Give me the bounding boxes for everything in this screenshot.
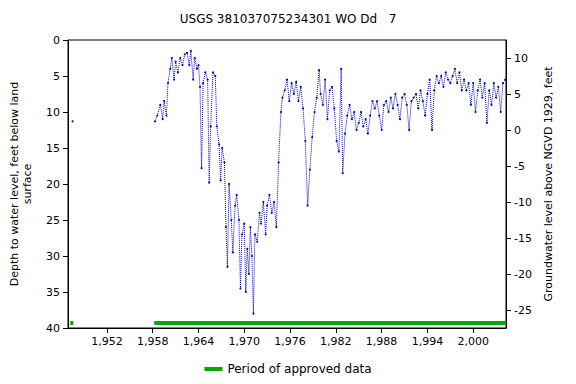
svg-text:10: 10	[514, 52, 528, 65]
svg-text:Depth to water level, feet bel: Depth to water level, feet below land	[8, 82, 21, 287]
svg-text:10: 10	[46, 106, 60, 119]
svg-text:-25: -25	[514, 304, 532, 317]
svg-text:30: 30	[46, 250, 60, 263]
svg-text:1,964: 1,964	[183, 335, 215, 348]
svg-text:1,982: 1,982	[320, 335, 352, 348]
svg-text:25: 25	[46, 214, 60, 227]
svg-text:5: 5	[514, 88, 521, 101]
svg-text:-20: -20	[514, 268, 532, 281]
svg-text:USGS 381037075234301 WO Dd 7: USGS 381037075234301 WO Dd 7	[180, 12, 397, 26]
svg-text:1,952: 1,952	[91, 335, 123, 348]
svg-text:surface: surface	[21, 163, 34, 204]
svg-text:5: 5	[53, 70, 60, 83]
svg-text:-10: -10	[514, 196, 532, 209]
svg-text:1,970: 1,970	[229, 335, 261, 348]
svg-text:Groundwater level above NGVD 1: Groundwater level above NGVD 1929, feet	[542, 66, 555, 302]
svg-text:-15: -15	[514, 232, 532, 245]
svg-text:15: 15	[46, 142, 60, 155]
svg-text:-5: -5	[514, 160, 525, 173]
svg-text:1,958: 1,958	[137, 335, 169, 348]
svg-text:2,000: 2,000	[457, 335, 489, 348]
svg-text:1,976: 1,976	[274, 335, 306, 348]
svg-text:0: 0	[514, 124, 521, 137]
svg-text:20: 20	[46, 178, 60, 191]
svg-text:35: 35	[46, 286, 60, 299]
svg-text:Period of approved data: Period of approved data	[227, 362, 371, 376]
svg-text:1,994: 1,994	[412, 335, 444, 348]
svg-text:40: 40	[46, 322, 60, 335]
svg-text:0: 0	[53, 34, 60, 47]
svg-text:1,988: 1,988	[366, 335, 398, 348]
